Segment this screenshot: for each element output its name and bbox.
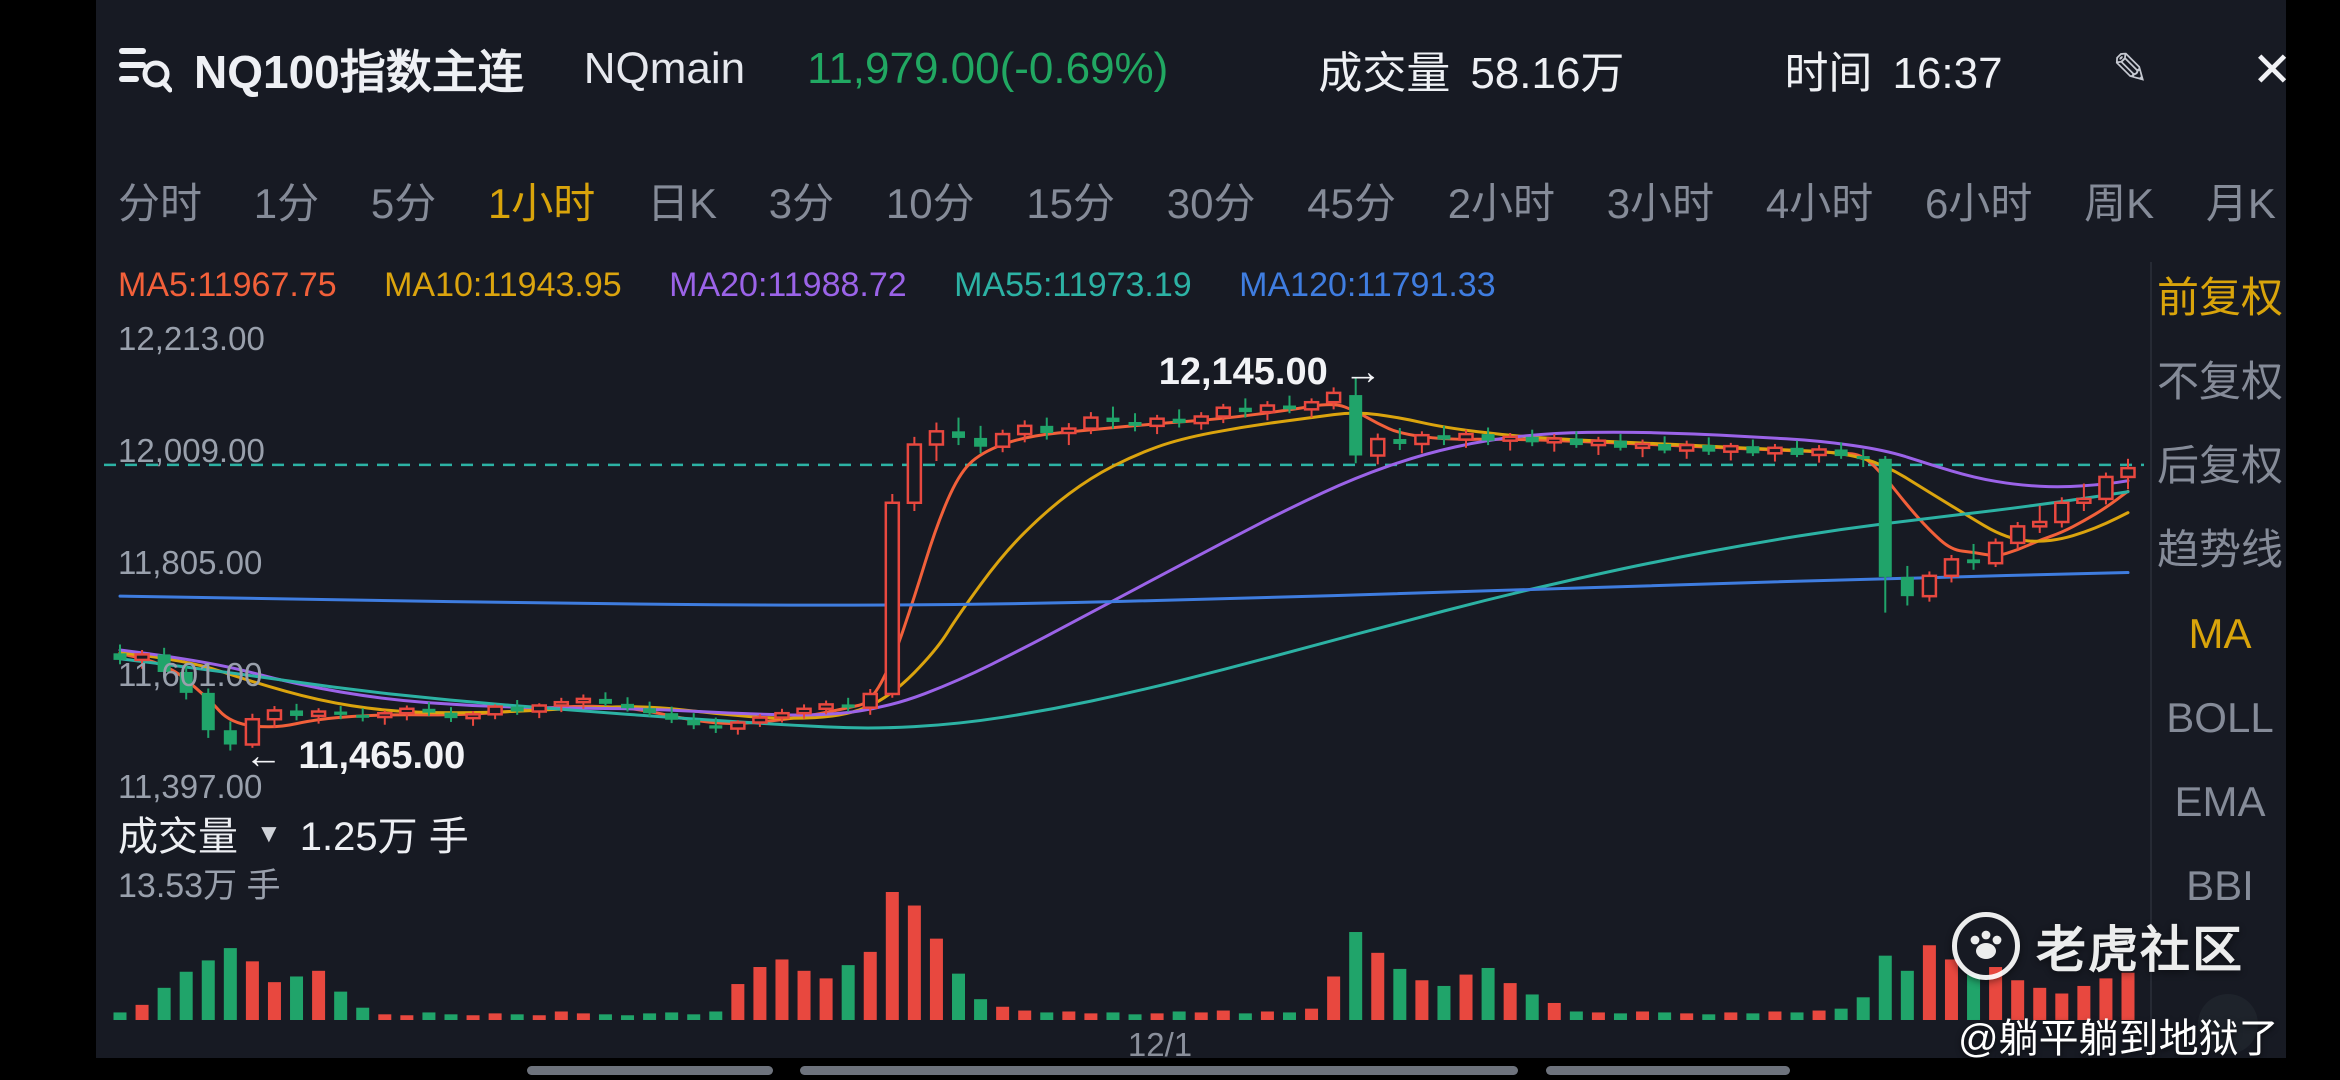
right-menu-divider: [2150, 262, 2152, 1060]
tab-3hour[interactable]: 3小时: [1606, 179, 1715, 227]
volume-value: 58.16万: [1470, 49, 1625, 98]
y-axis-label: 12,009.00: [118, 431, 265, 469]
tab-fenshi[interactable]: 分时: [118, 179, 203, 227]
low-price-annotation: ← 11,465.00: [244, 735, 465, 778]
user-watermark-text: @躺平躺到地狱了: [1958, 1017, 2279, 1061]
close-icon[interactable]: ✕: [2252, 44, 2293, 97]
tab-15min[interactable]: 15分: [1026, 179, 1116, 227]
ma120-legend: MA120:11791.33: [1239, 266, 1496, 304]
scrollbar-segment[interactable]: [1546, 1066, 1790, 1075]
time-value: 16:37: [1892, 49, 2003, 98]
right-arrow-icon: →: [1343, 350, 1382, 393]
menu-item-backward-adjusted[interactable]: 后复权: [2156, 442, 2283, 489]
ma-legend: MA5:11967.75 MA10:11943.95 MA20:11988.72…: [118, 266, 1534, 305]
ma5-legend: MA5:11967.75: [118, 266, 337, 304]
y-axis-label: 12,213.00: [118, 319, 265, 357]
menu-item-bbi[interactable]: BBI: [2186, 862, 2254, 909]
left-arrow-icon: ←: [244, 734, 283, 777]
instrument-symbol: NQmain: [583, 44, 746, 93]
user-badge-icon: [2198, 994, 2258, 1054]
time-label: 时间: [1784, 49, 1873, 98]
app-panel-background: [96, 0, 2286, 1080]
tiger-paw-logo-icon: [1952, 912, 2020, 980]
high-price-label: 12,145.00: [1158, 350, 1328, 393]
tab-daily[interactable]: 日K: [647, 179, 718, 227]
tab-30min[interactable]: 30分: [1166, 179, 1256, 227]
menu-item-no-adjust[interactable]: 不复权: [2156, 358, 2283, 405]
tab-10min[interactable]: 10分: [885, 179, 975, 227]
tab-45min[interactable]: 45分: [1307, 179, 1396, 227]
edit-pencil-icon[interactable]: ✎: [2112, 45, 2149, 94]
instrument-title: NQ100指数主连: [194, 46, 524, 98]
menu-item-forward-adjusted[interactable]: 前复权: [2156, 274, 2283, 321]
tab-5min[interactable]: 5分: [370, 179, 437, 227]
volume-legend-label: 成交量: [118, 815, 238, 859]
tab-6hour[interactable]: 6小时: [1924, 179, 2033, 227]
scrollbar-segment[interactable]: [527, 1066, 773, 1075]
tab-4hour[interactable]: 4小时: [1765, 179, 1874, 227]
y-axis-label: 11,805.00: [118, 543, 263, 581]
brand-watermark-text: 老虎社区: [2036, 922, 2244, 978]
header-time: 时间 16:37: [1784, 37, 2002, 101]
tab-weekly[interactable]: 周K: [2084, 179, 2155, 227]
volume-legend-value: 1.25万 手: [299, 815, 469, 859]
header-volume: 成交量 58.16万: [1318, 37, 1624, 101]
caret-down-icon[interactable]: ▼: [256, 817, 282, 848]
menu-item-ema[interactable]: EMA: [2174, 778, 2266, 825]
tab-3min[interactable]: 3分: [768, 179, 835, 227]
tab-1min[interactable]: 1分: [253, 179, 320, 227]
indicator-menu-icon[interactable]: [118, 44, 172, 94]
menu-item-boll[interactable]: BOLL: [2166, 694, 2274, 741]
volume-scale-label: 13.53万 手: [118, 867, 281, 905]
volume-legend: 成交量 ▼ 1.25万 手: [118, 804, 469, 862]
y-axis-label: 11,397.00: [118, 767, 263, 805]
scrollbar-segment[interactable]: [800, 1066, 1518, 1075]
tab-2hour[interactable]: 2小时: [1447, 179, 1556, 227]
tab-1hour[interactable]: 1小时: [487, 179, 596, 227]
menu-item-trendline[interactable]: 趋势线: [2156, 526, 2283, 573]
ma55-legend: MA55:11973.19: [954, 266, 1192, 304]
ma10-legend: MA10:11943.95: [384, 266, 622, 304]
tab-monthly[interactable]: 月K: [2205, 179, 2276, 227]
header-bar: NQ100指数主连 NQmain 11,979.00(-0.69%) 成交量 58…: [118, 0, 2003, 138]
right-menu: 前复权 不复权 后复权 趋势线 MA BOLL EMA BBI: [2156, 256, 2284, 928]
timeframe-tabs: 分时 1分 5分 1小时 日K 3分 10分 15分 30分 45分 2小时 3…: [118, 158, 2276, 242]
volume-label: 成交量: [1318, 49, 1451, 98]
y-axis-label: 11,601.00: [118, 655, 263, 693]
ma20-legend: MA20:11988.72: [669, 266, 907, 304]
high-price-annotation: 12,145.00 →: [1159, 351, 1382, 394]
brand-watermark: 老虎社区: [1952, 910, 2244, 982]
menu-item-ma[interactable]: MA: [2188, 610, 2252, 657]
x-axis-date-label: 12/1: [1127, 1026, 1193, 1063]
candlestick-chart[interactable]: [104, 322, 2144, 800]
current-price: 11,979.00(-0.69%): [807, 44, 1169, 93]
low-price-label: 11,465.00: [298, 734, 466, 777]
volume-bars-chart[interactable]: [104, 888, 2144, 1020]
